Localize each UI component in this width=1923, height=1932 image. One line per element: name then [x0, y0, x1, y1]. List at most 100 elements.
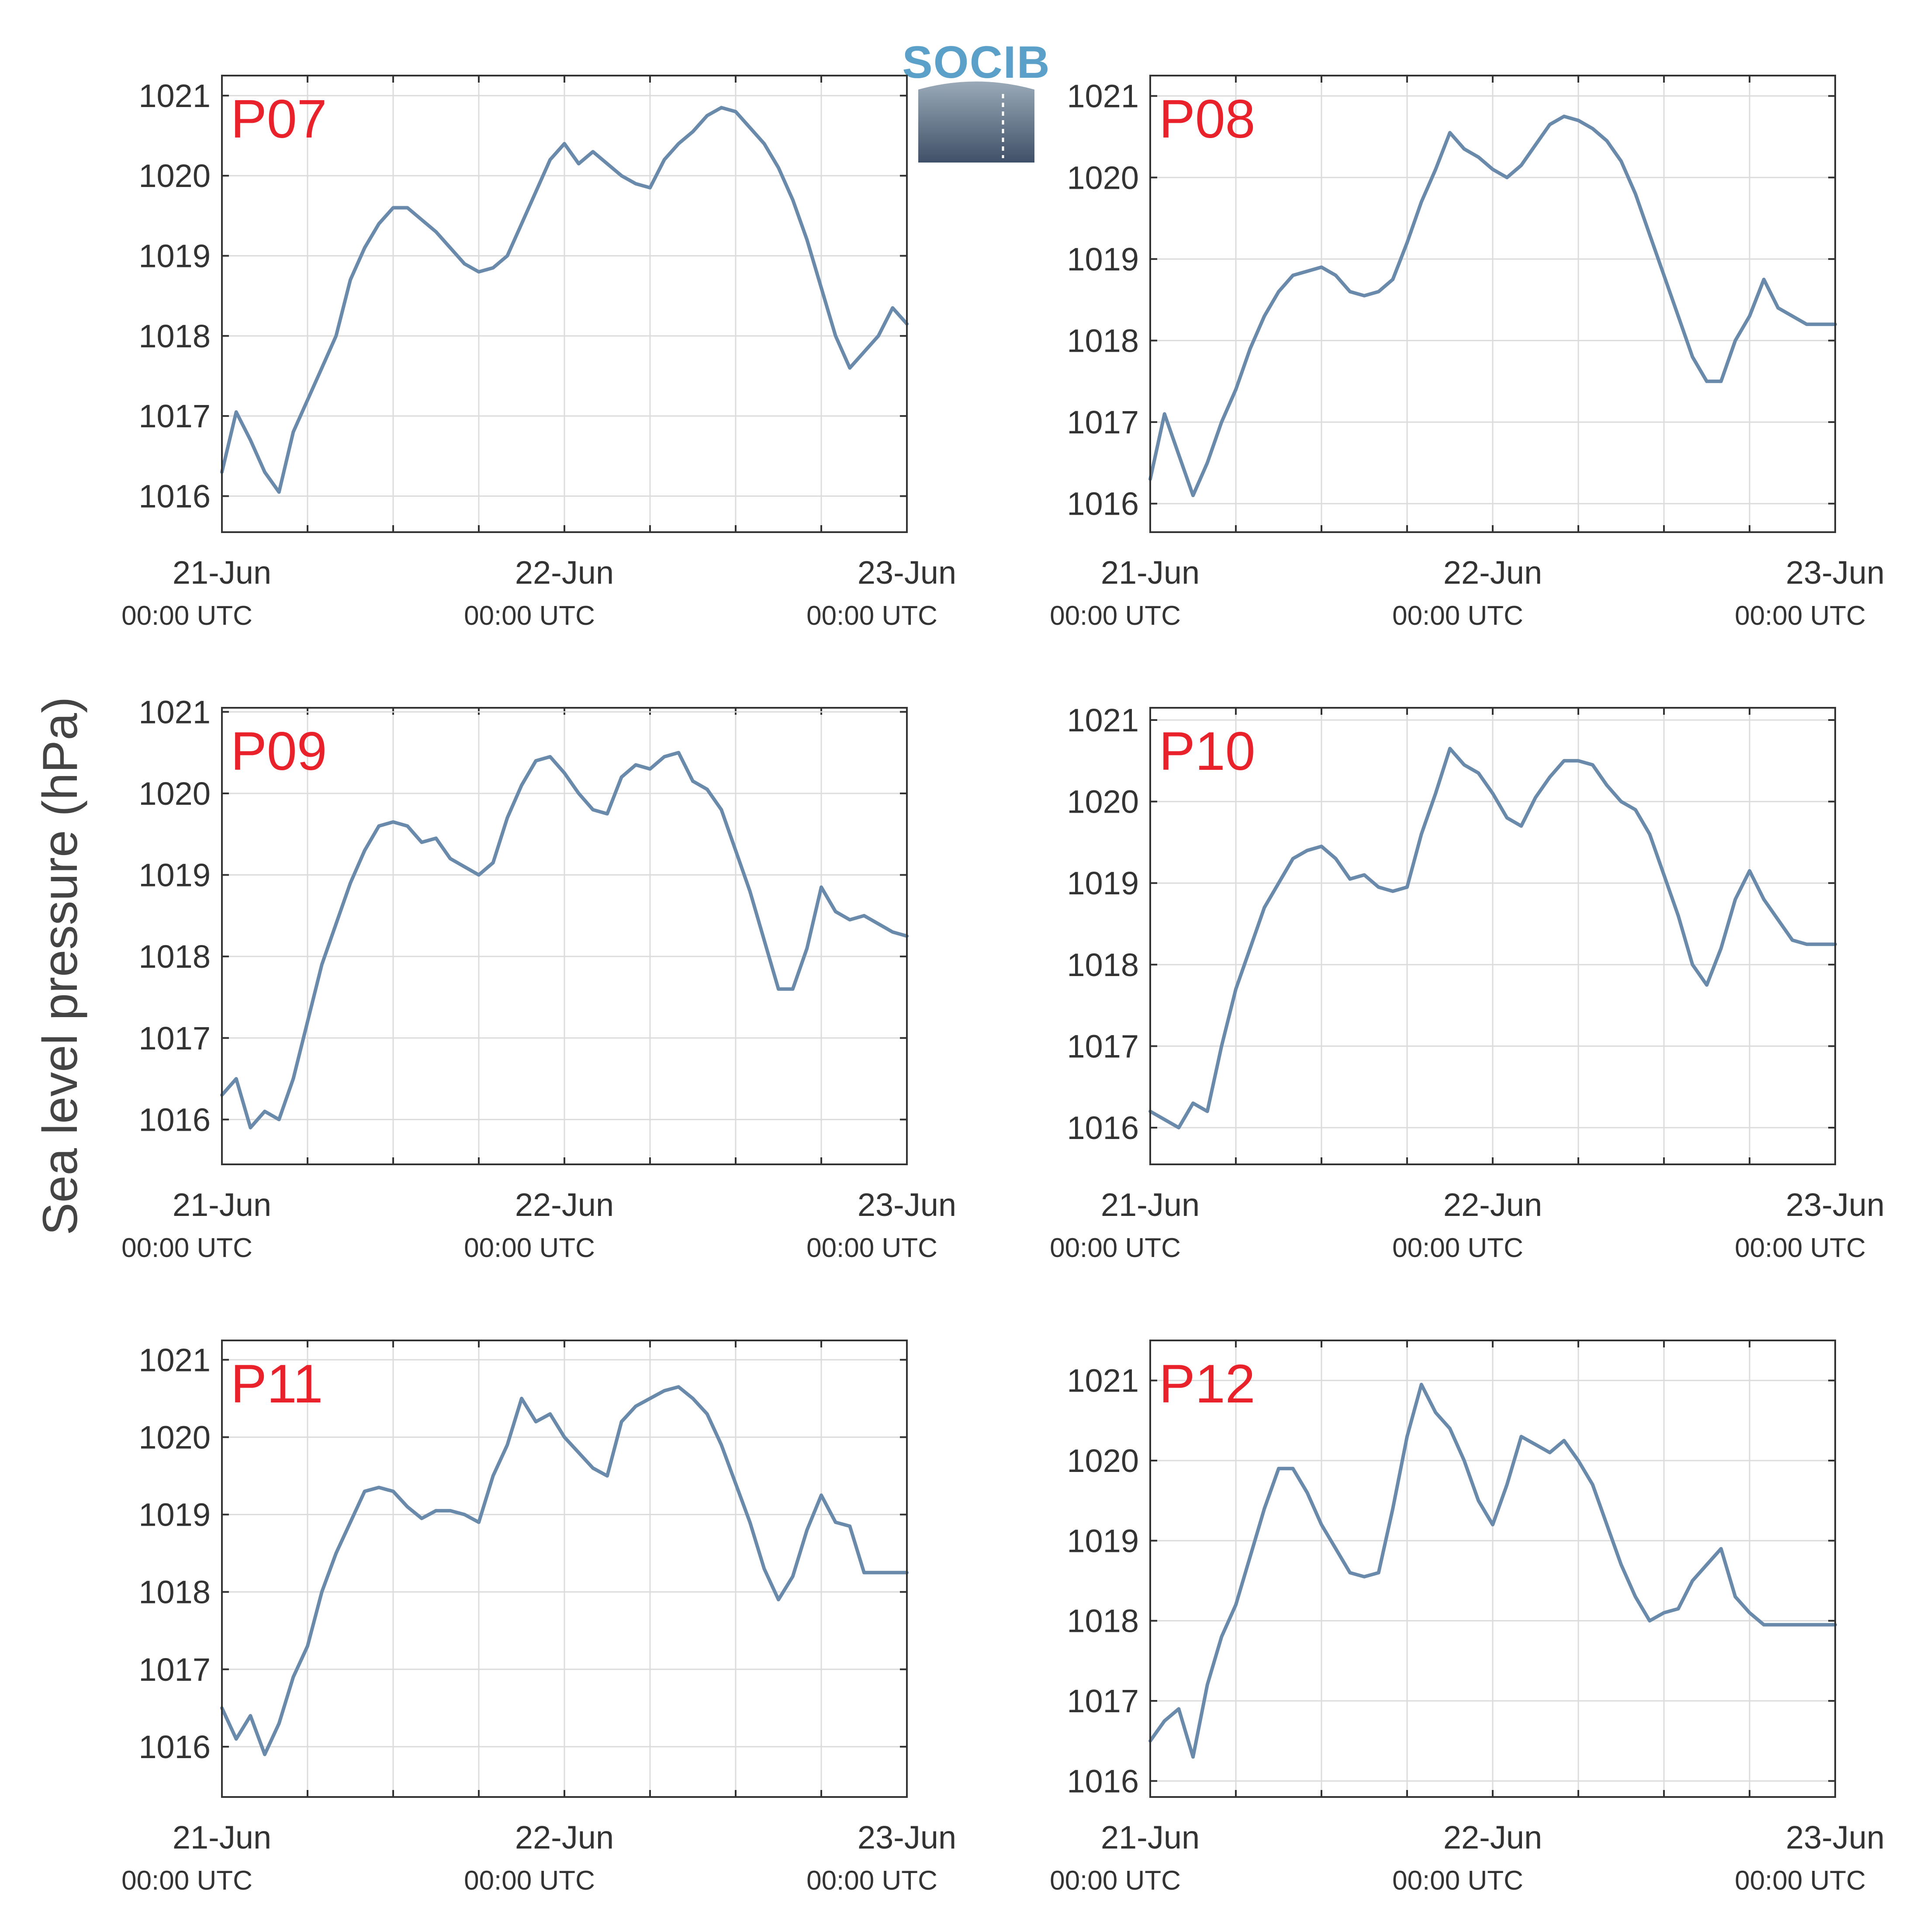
y-tick-label: 1016: [1067, 486, 1139, 522]
y-tick-label: 1020: [138, 776, 211, 812]
y-tick-label: 1020: [1067, 1443, 1139, 1479]
axes-frame: [221, 707, 908, 1165]
y-tick-label: 1017: [138, 1652, 211, 1688]
x-tick-sublabel: 00:00 UTC: [806, 601, 937, 631]
panel-p09: 1016 1017 1018 1019 1020 1021 21-Jun 00:00 UTC 2…: [121, 694, 956, 1263]
axes-frame: [221, 75, 908, 533]
x-tick-sublabel: 00:00 UTC: [806, 1233, 937, 1263]
panel-p08: 1016 1017 1018 1019 1020 1021 21-Jun 00:00 UTC 2…: [1050, 75, 1885, 631]
station-label: P11: [231, 1354, 323, 1414]
y-tick-label: 1019: [1067, 241, 1139, 277]
y-tick-label: 1019: [1067, 1523, 1139, 1559]
y-tick-label: 1016: [138, 1101, 211, 1138]
pressure-series-line: [1148, 114, 1837, 497]
x-tick-label: 22-Jun: [1443, 554, 1542, 591]
x-tick-sublabel: 00:00 UTC: [1735, 1233, 1866, 1263]
y-tick-label: 1016: [138, 1729, 211, 1765]
x-tick-label: 23-Jun: [858, 1819, 956, 1856]
socib-logo: SOCIB: [902, 37, 1050, 163]
y-tick-label: 1018: [138, 1574, 211, 1610]
pressure-series-line: [220, 106, 909, 494]
logo-wave-icon: [918, 81, 1034, 163]
x-tick-label: 21-Jun: [173, 554, 271, 591]
x-tick-label: 23-Jun: [858, 554, 956, 591]
x-tick-label: 23-Jun: [1786, 1187, 1885, 1223]
y-tick-label: 1018: [1067, 322, 1139, 359]
y-tick-label: 1021: [1067, 78, 1139, 114]
panel-p07: 1016 1017 1018 1019 1020 1021 21-Jun 00:00 UTC 2…: [121, 75, 956, 631]
x-tick-sublabel: 00:00 UTC: [1050, 1866, 1181, 1896]
x-tick-sublabel: 00:00 UTC: [464, 1866, 595, 1896]
pressure-series-line: [1148, 1382, 1837, 1759]
y-tick-label: 1018: [138, 318, 211, 354]
axes-frame: [1149, 1340, 1836, 1798]
x-tick-sublabel: 00:00 UTC: [121, 1866, 252, 1896]
x-tick-sublabel: 00:00 UTC: [121, 601, 252, 631]
x-tick-label: 22-Jun: [515, 1187, 614, 1223]
axes-frame: [1149, 75, 1836, 533]
axes-frame: [221, 1340, 908, 1798]
y-tick-label: 1017: [1067, 404, 1139, 440]
y-tick-label: 1019: [138, 238, 211, 274]
axes-frame: [1149, 707, 1836, 1165]
y-tick-label: 1016: [138, 478, 211, 515]
x-tick-sublabel: 00:00 UTC: [1050, 601, 1181, 631]
y-tick-label: 1018: [1067, 1603, 1139, 1639]
x-tick-sublabel: 00:00 UTC: [1050, 1233, 1181, 1263]
y-tick-label: 1021: [1067, 1363, 1139, 1399]
y-tick-label: 1016: [1067, 1110, 1139, 1146]
y-tick-label: 1020: [1067, 784, 1139, 820]
y-tick-label: 1021: [138, 78, 211, 114]
pressure-series-line: [220, 1385, 909, 1756]
x-tick-sublabel: 00:00 UTC: [1392, 1233, 1523, 1263]
x-tick-label: 22-Jun: [515, 1819, 614, 1856]
x-tick-label: 22-Jun: [1443, 1187, 1542, 1223]
x-tick-sublabel: 00:00 UTC: [1735, 1866, 1866, 1896]
station-label: P07: [231, 89, 327, 149]
station-label: P12: [1159, 1354, 1255, 1414]
x-tick-label: 22-Jun: [1443, 1819, 1542, 1856]
y-tick-label: 1019: [1067, 865, 1139, 901]
station-label: P08: [1159, 89, 1255, 149]
x-tick-label: 21-Jun: [1101, 554, 1200, 591]
y-tick-label: 1017: [138, 398, 211, 434]
y-tick-label: 1020: [138, 1419, 211, 1455]
y-tick-label: 1019: [138, 1497, 211, 1533]
panel-p11: 1016 1017 1018 1019 1020 1021 21-Jun 00:00 UTC 2…: [121, 1340, 956, 1896]
station-label: P09: [231, 721, 327, 782]
y-tick-label: 1018: [1067, 947, 1139, 983]
panel-p10: 1016 1017 1018 1019 1020 1021 21-Jun 00:00 UTC 2…: [1050, 702, 1885, 1263]
x-tick-sublabel: 00:00 UTC: [464, 1233, 595, 1263]
pressure-series-line: [1148, 747, 1837, 1129]
pressure-series-line: [220, 751, 909, 1129]
x-tick-label: 23-Jun: [1786, 1819, 1885, 1856]
x-tick-label: 21-Jun: [173, 1819, 271, 1856]
x-tick-sublabel: 00:00 UTC: [806, 1866, 937, 1896]
x-tick-sublabel: 00:00 UTC: [464, 601, 595, 631]
y-tick-label: 1021: [138, 1342, 211, 1378]
panel-p12: 1016 1017 1018 1019 1020 1021 21-Jun 00:00 UTC 2…: [1050, 1340, 1885, 1896]
y-tick-label: 1021: [138, 694, 211, 730]
y-tick-label: 1020: [138, 158, 211, 194]
x-tick-label: 21-Jun: [1101, 1819, 1200, 1856]
y-tick-label: 1017: [138, 1020, 211, 1056]
x-tick-sublabel: 00:00 UTC: [1392, 601, 1523, 631]
x-tick-sublabel: 00:00 UTC: [1392, 1866, 1523, 1896]
y-tick-label: 1018: [138, 938, 211, 975]
y-tick-label: 1021: [1067, 702, 1139, 738]
x-tick-label: 22-Jun: [515, 554, 614, 591]
x-tick-label: 21-Jun: [1101, 1187, 1200, 1223]
y-axis-label: Sea level pressure (hPa): [33, 697, 87, 1236]
x-tick-sublabel: 00:00 UTC: [1735, 601, 1866, 631]
y-tick-label: 1019: [138, 857, 211, 893]
station-label: P10: [1159, 721, 1255, 782]
logo-text: SOCIB: [902, 37, 1050, 88]
x-tick-sublabel: 00:00 UTC: [121, 1233, 252, 1263]
x-tick-label: 21-Jun: [173, 1187, 271, 1223]
y-tick-label: 1017: [1067, 1683, 1139, 1719]
y-tick-label: 1017: [1067, 1028, 1139, 1064]
y-tick-label: 1020: [1067, 159, 1139, 196]
y-tick-label: 1016: [1067, 1763, 1139, 1799]
x-tick-label: 23-Jun: [858, 1187, 956, 1223]
